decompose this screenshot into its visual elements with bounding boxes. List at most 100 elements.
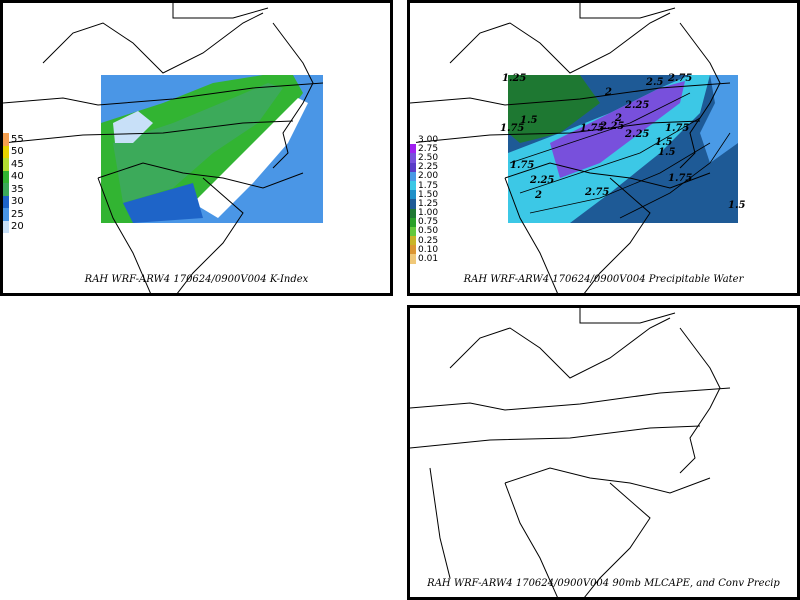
legend-swatch — [3, 195, 9, 208]
legend-row: 2.25 — [410, 162, 450, 173]
contour-label: 2.25 — [624, 129, 649, 140]
contour-label: 1.5 — [728, 200, 745, 211]
legend-row: 35 — [3, 183, 33, 196]
contour-label: 2 — [534, 190, 542, 201]
legend-label: 30 — [11, 196, 24, 208]
legend-swatch — [410, 208, 416, 218]
contour-label: 1.5 — [520, 115, 537, 126]
contour-label: 2.5 — [645, 77, 663, 88]
pw-purple — [550, 81, 685, 178]
contour-label: 1.75 — [580, 123, 604, 134]
legend-label: 35 — [11, 183, 24, 195]
legend-swatch — [410, 199, 416, 209]
field-darkgreen — [113, 83, 283, 203]
legend-row: 0.75 — [410, 217, 450, 228]
mlcape-caption: RAH WRF-ARW4 170624/0900V004 90mb MLCAPE… — [427, 578, 780, 589]
pw-legend: 3.00 2.75 2.50 2.25 2.00 1.75 1.50 1.25 1.00 0.75… — [410, 135, 450, 264]
contour-label: 2 — [604, 87, 612, 98]
legend-row: 25 — [3, 208, 33, 221]
legend-swatch — [410, 236, 416, 246]
legend-swatch — [410, 171, 416, 181]
field-darkblue — [123, 183, 203, 223]
legend-swatch — [3, 170, 9, 183]
legend-row: 45 — [3, 158, 33, 171]
legend-label: 1.50 — [418, 189, 439, 200]
legend-label: 0.50 — [418, 226, 439, 237]
legend-swatch — [410, 144, 416, 154]
pw-contours — [509, 92, 731, 219]
contour-label: 1.75 — [510, 160, 534, 171]
contour-label: 2.25 — [529, 175, 554, 186]
contour-label: 1.75 — [500, 123, 524, 134]
legend-label: 2.00 — [418, 171, 439, 182]
legend-swatch — [410, 162, 416, 172]
legend-label: 2.75 — [418, 143, 439, 154]
contour-label: 1.5 — [658, 147, 675, 158]
k-index-panel: 55 50 45 40 35 30 25 20 RAH WRF-ARW4 170624/090… — [0, 0, 393, 296]
precipitable-water-map: 1.25 1.5 1.75 2 2.25 2.5 2.75 2.25 2.25 … — [410, 3, 745, 293]
legend-label: 0.75 — [418, 217, 439, 228]
legend-swatch — [410, 245, 416, 255]
legend-swatch — [3, 145, 9, 158]
state-boundaries — [3, 3, 324, 293]
legend-label: 20 — [11, 221, 24, 233]
contour-label: 1.25 — [502, 73, 526, 84]
legend-row: 55 — [3, 133, 33, 146]
legend-row: 30 — [3, 195, 33, 208]
contour-label: 1.75 — [665, 123, 689, 134]
legend-swatch — [410, 135, 416, 145]
k-index-map — [3, 3, 324, 293]
contour-label: 2 — [614, 113, 622, 124]
legend-label: 45 — [11, 158, 24, 170]
legend-swatch — [3, 133, 9, 146]
legend-label: 1.00 — [418, 208, 439, 219]
legend-row: 2.50 — [410, 152, 450, 163]
legend-label: 3.00 — [418, 134, 439, 145]
legend-swatch — [410, 180, 416, 191]
k-index-caption: RAH WRF-ARW4 170624/0900V004 K-Index — [84, 274, 309, 285]
field-white — [193, 98, 308, 218]
legend-swatch — [410, 190, 416, 200]
pw-caption: RAH WRF-ARW4 170624/0900V004 Precipitabl… — [463, 274, 744, 285]
pw-state-boundaries — [410, 3, 731, 293]
legend-label: 50 — [11, 146, 24, 158]
legend-label: 40 — [11, 171, 24, 183]
legend-swatch — [3, 220, 9, 233]
legend-row: 50 — [3, 145, 33, 158]
legend-swatch — [410, 217, 416, 227]
legend-label: 25 — [11, 208, 24, 220]
mlcape-map — [410, 308, 731, 597]
legend-row: 1.75 — [410, 180, 450, 191]
legend-swatch — [3, 208, 9, 221]
pw-green — [508, 75, 600, 143]
legend-row: 2.75 — [410, 143, 450, 154]
legend-row: 0.01 — [410, 254, 450, 265]
legend-row: 1.50 — [410, 189, 450, 200]
legend-row: 40 — [3, 170, 33, 183]
mlcape-state-boundaries — [410, 308, 731, 597]
legend-label: 55 — [11, 133, 24, 145]
legend-row: 20 — [3, 220, 33, 233]
contour-label: 1.75 — [668, 173, 692, 184]
legend-label: 0.10 — [418, 244, 439, 255]
contour-label: 2.25 — [599, 121, 624, 132]
legend-row: 0.25 — [410, 235, 450, 246]
contour-label: 2.75 — [584, 187, 609, 198]
precipitable-water-panel: 1.25 1.5 1.75 2 2.25 2.5 2.75 2.25 2.25 … — [407, 0, 800, 296]
legend-row: 3.00 — [410, 134, 450, 145]
legend-row: 2.00 — [410, 171, 450, 182]
legend-label: 1.75 — [418, 180, 439, 191]
legend-swatch — [410, 153, 416, 163]
pw-contour-labels: 1.25 1.5 1.75 2 2.25 2.5 2.75 2.25 2.25 … — [500, 73, 745, 211]
legend-label: 2.50 — [418, 152, 439, 163]
legend-label: 2.25 — [418, 162, 439, 173]
legend-label: 0.25 — [418, 235, 439, 246]
contour-label: 2.25 — [624, 100, 649, 111]
legend-row: 0.10 — [410, 244, 450, 255]
contour-label: 2.75 — [667, 73, 692, 84]
mlcape-panel: RAH WRF-ARW4 170624/0900V004 90mb MLCAPE… — [407, 305, 800, 600]
legend-label: 0.01 — [418, 254, 439, 265]
pw-blue — [690, 75, 738, 163]
legend-swatch — [3, 158, 9, 171]
legend-row: 0.50 — [410, 226, 450, 237]
